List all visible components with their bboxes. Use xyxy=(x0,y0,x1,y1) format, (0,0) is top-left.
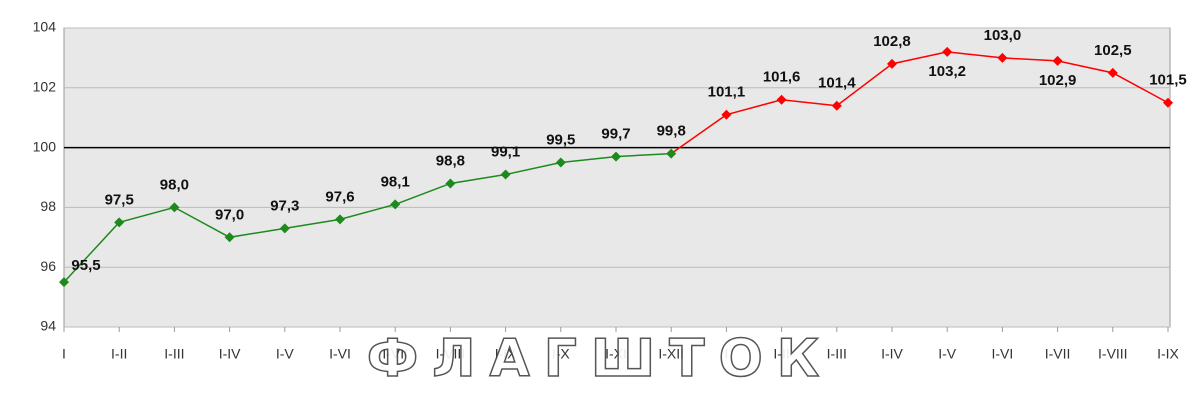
value-label: 95,5 xyxy=(71,257,100,274)
value-label: 103,2 xyxy=(928,63,966,80)
marker xyxy=(59,277,69,288)
marker xyxy=(169,202,180,213)
marker xyxy=(445,178,456,189)
marker xyxy=(776,94,787,105)
series-line xyxy=(63,152,672,283)
marker xyxy=(1163,97,1173,108)
value-label: 102,9 xyxy=(1039,72,1077,89)
x-tick-label: I-V xyxy=(938,346,957,362)
value-label: 98,1 xyxy=(381,173,410,190)
y-tick-label: 98 xyxy=(40,198,56,214)
x-tick-label: I-III xyxy=(827,346,847,362)
marker xyxy=(500,169,511,180)
series-connector xyxy=(670,114,727,155)
y-tick-label: 96 xyxy=(40,258,56,274)
y-tick-label: 100 xyxy=(33,138,57,154)
value-label: 99,5 xyxy=(546,132,575,149)
x-tick-label: I-IX xyxy=(1157,346,1179,362)
marker xyxy=(279,223,290,234)
y-tick-label: 102 xyxy=(33,79,57,95)
marker xyxy=(887,58,897,69)
y-tick-label: 94 xyxy=(40,318,56,334)
marker xyxy=(721,109,732,120)
value-label: 97,3 xyxy=(270,197,299,214)
marker xyxy=(555,157,566,168)
marker xyxy=(1107,67,1118,78)
value-label: 98,8 xyxy=(436,152,465,169)
value-label: 97,6 xyxy=(325,188,354,205)
marker xyxy=(942,46,953,57)
x-tick-label: I-XI xyxy=(605,346,627,362)
x-tick-label: I-IX xyxy=(495,346,517,362)
marker xyxy=(666,148,677,159)
x-tick-label: I-III xyxy=(164,346,184,362)
x-tick-label: I-VIII xyxy=(1098,346,1128,362)
x-tick-label: I-VII xyxy=(1045,346,1071,362)
x-tick-label: I-VI xyxy=(992,346,1014,362)
value-label: 101,5 xyxy=(1149,72,1187,89)
value-label: 99,7 xyxy=(601,126,630,143)
watermark: ФЛАГШТОК xyxy=(367,329,834,389)
x-tick-label: I-XII xyxy=(658,346,684,362)
x-tick-label: I-IV xyxy=(219,346,241,362)
plot-area xyxy=(63,27,1171,328)
x-tick-label: I-II xyxy=(773,346,789,362)
marker xyxy=(114,217,125,228)
value-label: 102,5 xyxy=(1094,42,1132,59)
marker xyxy=(831,100,842,111)
y-tick-label: 104 xyxy=(33,19,57,35)
value-label: 103,0 xyxy=(984,27,1022,44)
marker xyxy=(997,52,1008,63)
x-tick-label: I-VIII xyxy=(436,346,466,362)
value-label: 97,5 xyxy=(105,191,134,208)
x-tick-label: I-X xyxy=(552,346,571,362)
value-label: 98,0 xyxy=(160,176,189,193)
x-tick-label: I-II xyxy=(111,346,127,362)
value-label: 97,0 xyxy=(215,206,244,223)
value-label: 102,8 xyxy=(873,33,911,50)
marker xyxy=(1052,55,1063,66)
value-label: 101,6 xyxy=(763,69,801,86)
value-label: 99,8 xyxy=(657,123,686,140)
x-tick-label: I-VII xyxy=(382,346,408,362)
marker xyxy=(390,199,401,210)
x-tick-label: I xyxy=(724,346,728,362)
value-label: 101,1 xyxy=(708,84,746,101)
value-label: 101,4 xyxy=(818,75,856,92)
x-tick-label: I-V xyxy=(276,346,295,362)
marker xyxy=(224,232,235,243)
marker xyxy=(335,214,345,225)
marker xyxy=(611,151,621,162)
x-tick-label: I xyxy=(62,346,66,362)
value-label: 99,1 xyxy=(491,143,520,160)
x-tick-label: I-IV xyxy=(881,346,903,362)
x-tick-label: I-VI xyxy=(329,346,351,362)
